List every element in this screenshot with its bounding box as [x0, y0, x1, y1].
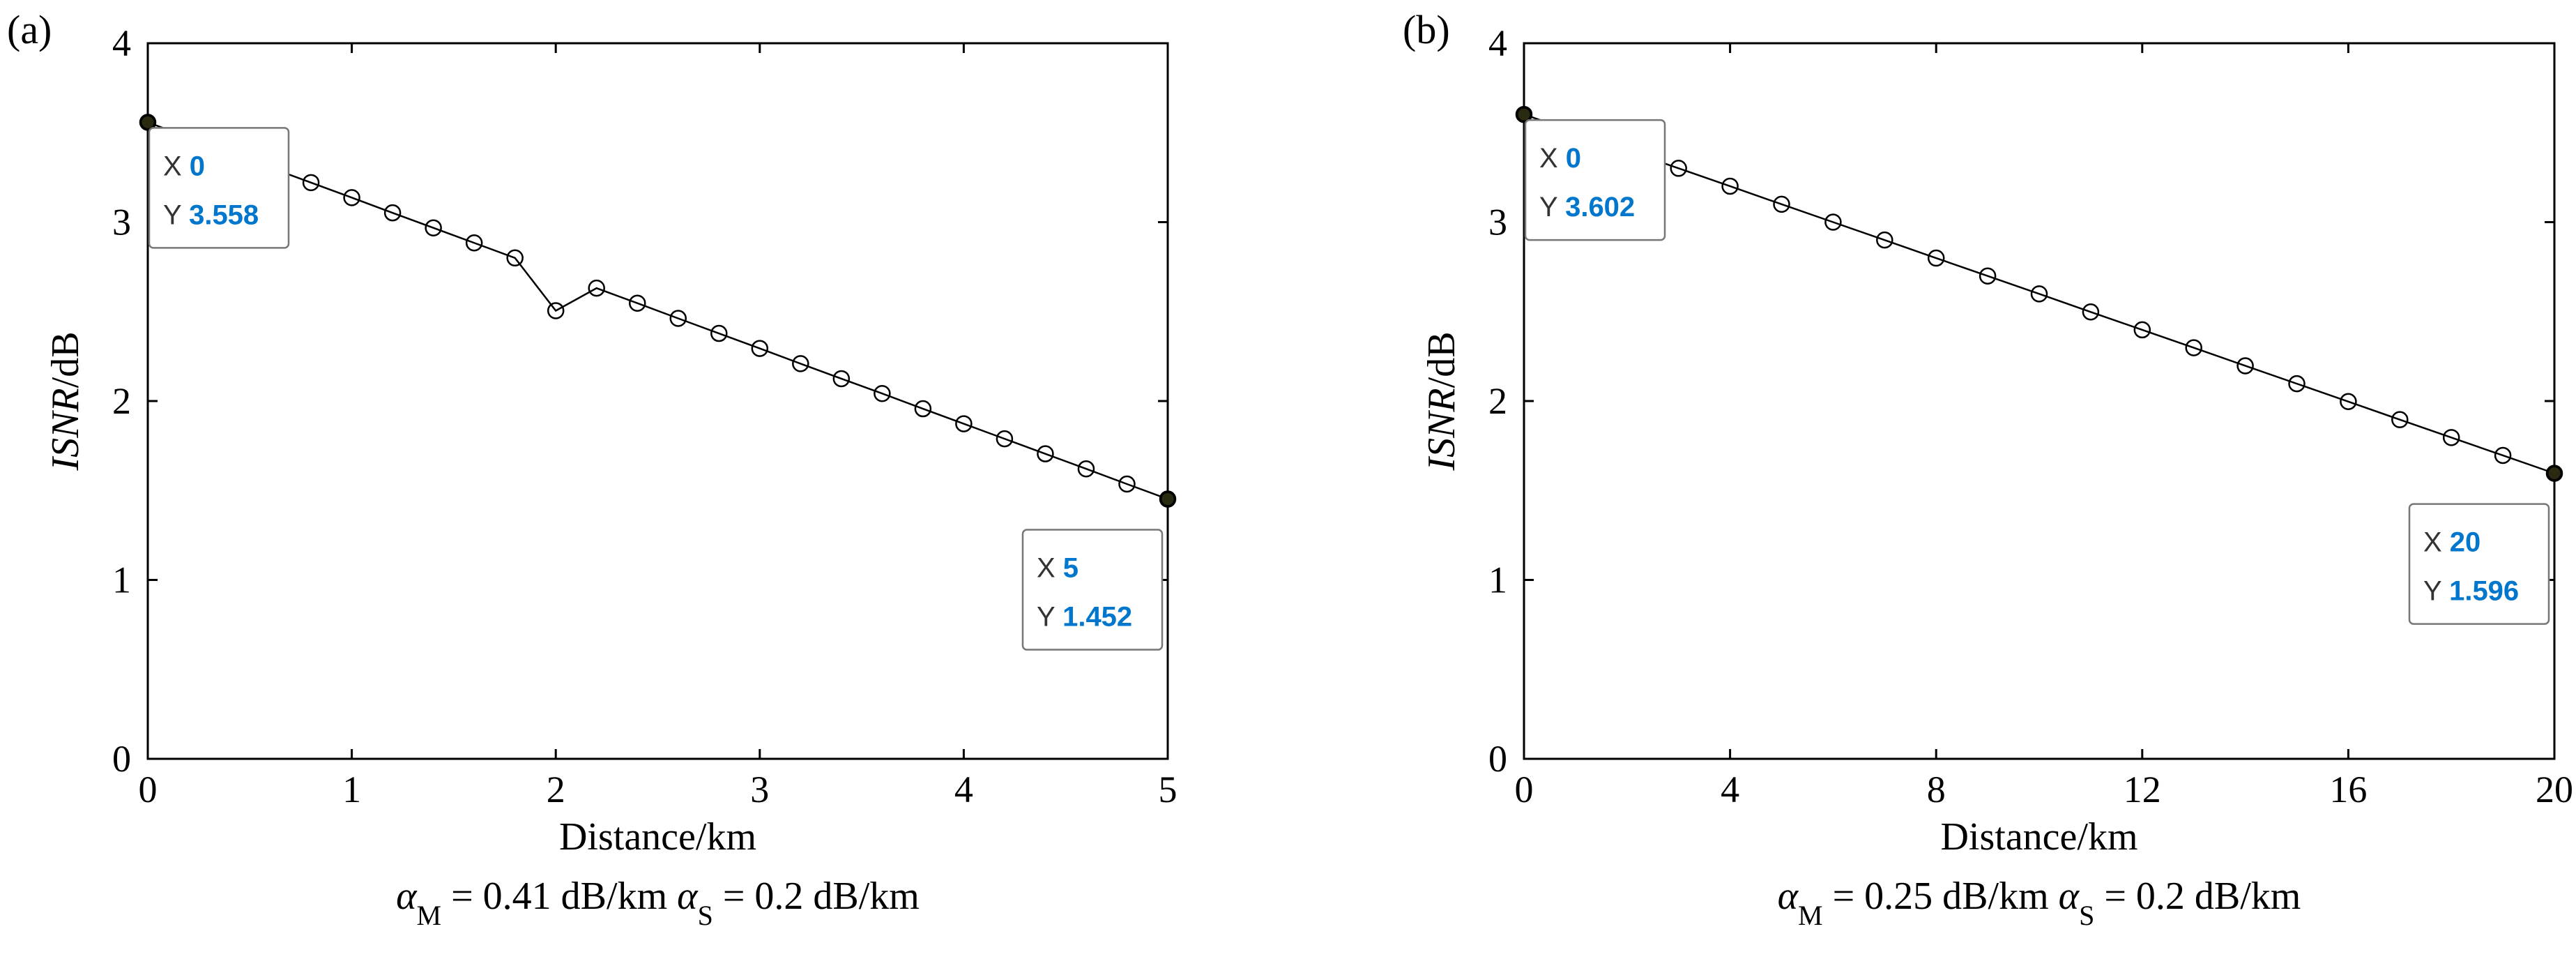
- x-tick-label: 2: [547, 769, 565, 810]
- data-point[interactable]: [1824, 213, 1842, 231]
- y-axis-label: ISNR/dB: [1420, 331, 1463, 471]
- data-point[interactable]: [874, 384, 891, 402]
- data-point[interactable]: [2442, 429, 2460, 446]
- x-tick-label: 20: [2536, 769, 2573, 810]
- datatip[interactable]: X 0 Y 3.602: [1516, 106, 1666, 241]
- data-point[interactable]: [1773, 195, 1790, 213]
- datatip-box: [1021, 529, 1164, 651]
- x-tick-label: 16: [2329, 769, 2367, 810]
- data-point[interactable]: [996, 430, 1014, 448]
- data-point[interactable]: [2494, 446, 2512, 465]
- data-point[interactable]: [955, 415, 973, 432]
- data-point[interactable]: [1037, 445, 1054, 462]
- data-point[interactable]: [2288, 375, 2306, 393]
- x-tick-label: 12: [2124, 769, 2161, 810]
- data-point[interactable]: [547, 302, 565, 319]
- x-axis-label: Distance/km: [559, 815, 756, 859]
- series-line: [1523, 113, 2555, 474]
- x-tick-label: 8: [1927, 769, 1946, 810]
- data-point[interactable]: [669, 310, 687, 327]
- data-point[interactable]: [588, 279, 605, 297]
- x-tick-label: 1: [342, 769, 361, 810]
- datatip-marker[interactable]: [1516, 106, 1532, 123]
- data-point[interactable]: [1077, 460, 1095, 478]
- data-point[interactable]: [2340, 393, 2357, 411]
- datatip-y: Y 1.452: [1037, 602, 1132, 633]
- y-tick-label: 1: [1488, 559, 1507, 601]
- axes-box: [1523, 42, 2556, 760]
- datatip[interactable]: X 20 Y 1.596: [2408, 465, 2563, 625]
- data-point[interactable]: [1118, 475, 1136, 493]
- data-point[interactable]: [2082, 303, 2100, 321]
- x-tick-label: 0: [139, 769, 158, 810]
- datatip-y: Y 3.602: [1539, 192, 1635, 222]
- y-axis-label: ISNR/dB: [44, 331, 87, 471]
- y-tick-label: 0: [112, 738, 131, 780]
- data-point[interactable]: [2185, 339, 2202, 356]
- y-tick-label: 2: [112, 380, 131, 422]
- datatip-x: X 0: [163, 151, 205, 181]
- data-point[interactable]: [914, 400, 932, 418]
- y-tick-label: 4: [112, 22, 131, 64]
- chart-panel-a: (a) 0 1 2 3 4 5 0 1 2 3 4 Distance/km ISNR/dB αM = 0.4…: [7, 7, 1178, 931]
- data-point[interactable]: [1927, 249, 1945, 267]
- x-tick-label: 4: [954, 769, 973, 810]
- data-point[interactable]: [425, 219, 442, 236]
- datatip-box: [2408, 503, 2550, 625]
- x-tick-label: 0: [1515, 769, 1534, 810]
- y-tick-label: 2: [1488, 380, 1507, 422]
- caption: αM = 0.25 dB/km αS = 0.2 dB/km: [1778, 875, 2301, 931]
- datatip-x: X 20: [2423, 527, 2480, 558]
- data-point[interactable]: [628, 294, 646, 312]
- y-tick-label: 3: [112, 202, 131, 243]
- data-point[interactable]: [1721, 177, 1739, 195]
- datatip-box: [148, 127, 290, 249]
- datatip-x: X 5: [1037, 553, 1079, 584]
- data-point[interactable]: [710, 324, 728, 342]
- data-point[interactable]: [1876, 231, 1893, 249]
- data-point[interactable]: [506, 249, 524, 267]
- data-point[interactable]: [2391, 411, 2409, 428]
- caption: αM = 0.41 dB/km αS = 0.2 dB/km: [396, 875, 920, 931]
- datatip-x: X 0: [1539, 143, 1581, 174]
- datatip-y: Y 3.558: [163, 199, 259, 230]
- data-point[interactable]: [465, 234, 483, 252]
- y-tick-label: 0: [1488, 738, 1507, 780]
- y-tick-label: 3: [1488, 202, 1507, 243]
- datatip-y: Y 1.596: [2423, 576, 2519, 607]
- x-tick-label: 5: [1159, 769, 1178, 810]
- datatip[interactable]: X 5 Y 1.452: [1021, 491, 1176, 651]
- x-axis-label: Distance/km: [1940, 815, 2137, 859]
- data-point[interactable]: [2133, 321, 2151, 339]
- datatip-marker[interactable]: [139, 114, 156, 130]
- data-point[interactable]: [832, 370, 851, 388]
- data-point[interactable]: [343, 189, 360, 206]
- data-point[interactable]: [1979, 267, 1997, 285]
- axes-box: [146, 42, 1169, 760]
- data-point[interactable]: [383, 204, 402, 222]
- datatip-box: [1524, 119, 1666, 241]
- datatip-marker[interactable]: [1159, 491, 1176, 508]
- data-point[interactable]: [2236, 357, 2254, 375]
- panel-label: (a): [7, 7, 52, 52]
- y-tick-label: 1: [112, 559, 131, 601]
- data-point[interactable]: [751, 340, 769, 357]
- x-tick-label: 4: [1721, 769, 1739, 810]
- x-tick-label: 3: [750, 769, 769, 810]
- series-line: [147, 121, 1168, 500]
- datatip[interactable]: X 0 Y 3.558: [139, 114, 290, 249]
- data-point[interactable]: [1670, 160, 1687, 177]
- data-point[interactable]: [2030, 285, 2048, 303]
- datatip-marker[interactable]: [2546, 465, 2563, 482]
- panel-label: (b): [1403, 7, 1450, 52]
- data-point[interactable]: [302, 174, 320, 192]
- data-point[interactable]: [792, 355, 809, 372]
- y-tick-label: 4: [1488, 22, 1507, 64]
